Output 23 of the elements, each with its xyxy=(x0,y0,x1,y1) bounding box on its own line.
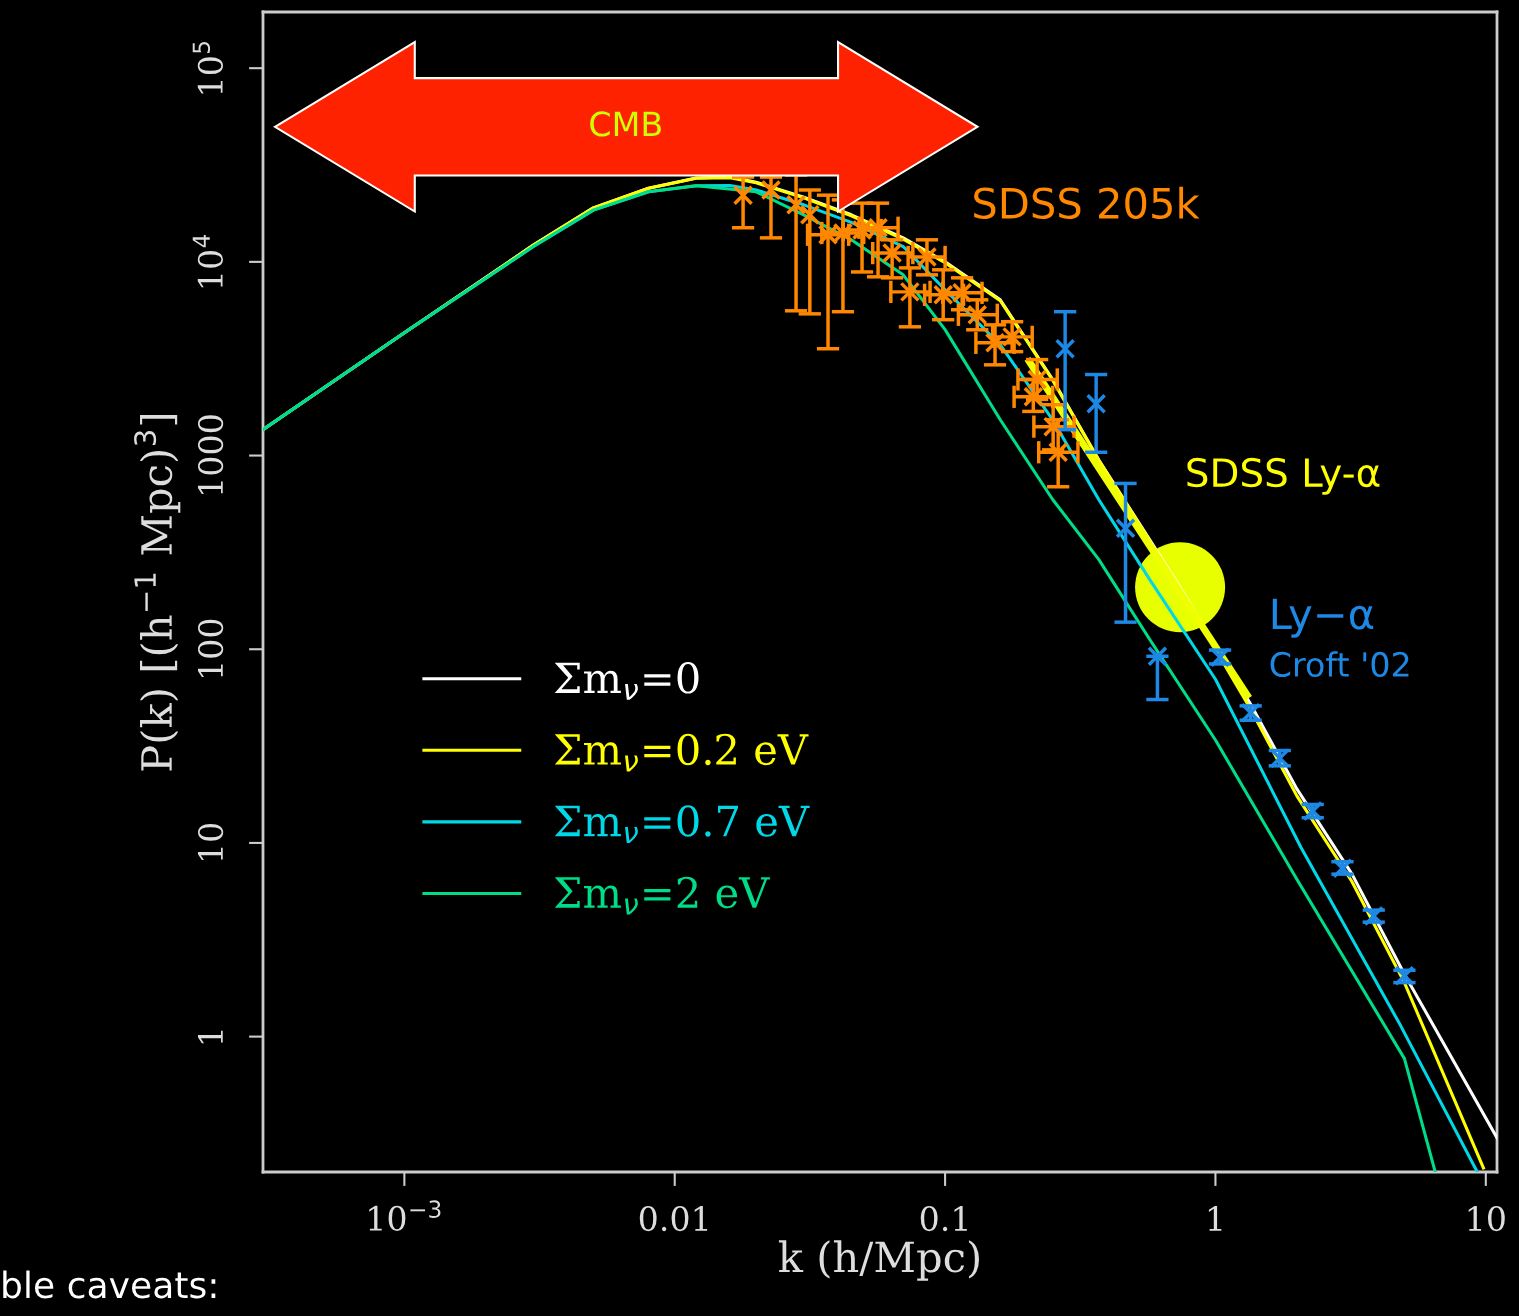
y-tick-label: 1000 xyxy=(197,415,224,494)
annotation: SDSS 205k xyxy=(974,186,1200,219)
annotation: Ly−α xyxy=(1272,598,1374,638)
x-tick-label: 10$^{−3}$ xyxy=(369,1200,441,1231)
x-tick-label: 0.1 xyxy=(920,1205,967,1232)
y-tick-label: 100 xyxy=(197,619,224,677)
legend-label: Σm$_{ν}$=0.7 eV xyxy=(554,805,810,843)
y-tick-label: 1 xyxy=(197,1030,223,1044)
annotation: SDSS Ly-α xyxy=(1187,457,1380,495)
y-axis-title: P(k) [(h$^{−1}$ Mpc)$^{3}$] xyxy=(134,414,181,771)
annotation: CMB xyxy=(590,111,661,137)
legend-label: Σm$_{ν}$=0 xyxy=(554,662,699,700)
y-tick-label: 10 xyxy=(197,823,224,861)
y-tick-label: 10$^{4}$ xyxy=(192,234,223,288)
y-tick-label: 10$^{5}$ xyxy=(192,41,223,94)
text: ble caveats: xyxy=(3,1270,216,1299)
annotation: Croft '02 xyxy=(1270,651,1409,678)
legend-label: Σm$_{ν}$=0.2 eV xyxy=(554,733,809,772)
legend-label: Σm$_{ν}$=2 eV xyxy=(554,876,770,915)
x-tick-label: 0.01 xyxy=(639,1205,708,1232)
x-axis-title: k (h/Mpc) xyxy=(778,1240,979,1281)
x-tick-label: 10 xyxy=(1468,1205,1505,1232)
x-tick-label: 1 xyxy=(1208,1205,1222,1231)
